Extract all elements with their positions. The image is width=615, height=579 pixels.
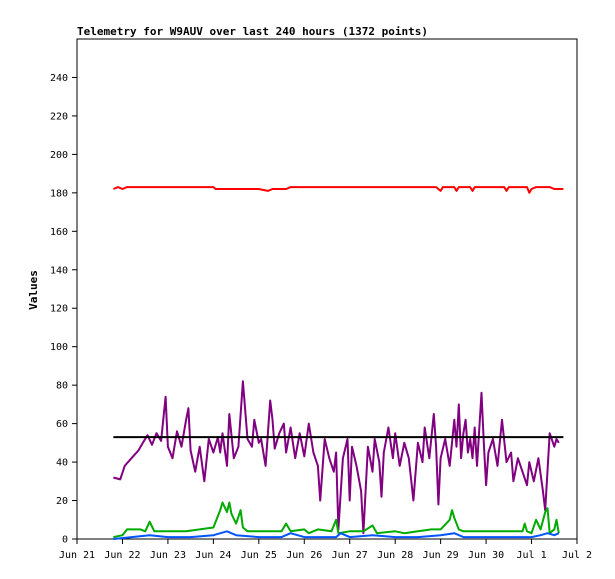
x-tick-label: Jun 27 xyxy=(332,550,368,561)
y-tick-label: 240 xyxy=(50,73,68,84)
y-tick-label: 180 xyxy=(50,188,68,199)
y-tick-label: 140 xyxy=(50,265,68,276)
x-tick-label: Jun 26 xyxy=(286,550,322,561)
x-axis: Jun 21 Jun 22 Jun 23 Jun 24 Jun 25 Jun 26 Jun … xyxy=(59,539,592,561)
y-axis-label: Values xyxy=(27,270,40,310)
series-line-1 xyxy=(113,186,564,194)
y-tick-label: 200 xyxy=(50,150,68,161)
series-line-4 xyxy=(113,501,560,539)
y-tick-label: 120 xyxy=(50,304,68,315)
y-tick-label: 220 xyxy=(50,111,68,122)
y-tick-label: 160 xyxy=(50,227,68,238)
y-tick-label: 80 xyxy=(56,381,68,392)
x-tick-label: Jul 2 xyxy=(562,550,592,561)
x-tick-label: Jun 30 xyxy=(468,550,504,561)
plot-frame xyxy=(76,38,578,540)
y-tick-label: 60 xyxy=(56,419,68,430)
y-axis: 0 20 40 60 80 100 120 140 160 180 200 220 240 xyxy=(50,73,77,546)
x-tick-label: Jun 29 xyxy=(423,550,459,561)
y-tick-label: 100 xyxy=(50,342,68,353)
y-tick-label: 20 xyxy=(56,496,68,507)
y-tick-label: 0 xyxy=(62,535,68,546)
y-tick-label: 40 xyxy=(56,458,68,469)
series-group xyxy=(113,186,564,540)
x-tick-label: Jun 24 xyxy=(195,550,231,561)
x-tick-label: Jun 22 xyxy=(104,550,140,561)
series-line-2 xyxy=(113,380,560,535)
x-tick-label: Jun 23 xyxy=(150,550,186,561)
x-tick-label: Jun 25 xyxy=(241,550,277,561)
chart-title: Telemetry for W9AUV over last 240 hours … xyxy=(77,25,428,38)
series-line-5 xyxy=(113,530,560,540)
x-tick-label: Jun 21 xyxy=(59,550,95,561)
x-tick-label: Jun 28 xyxy=(377,550,413,561)
x-tick-label: Jul 1 xyxy=(516,550,546,561)
